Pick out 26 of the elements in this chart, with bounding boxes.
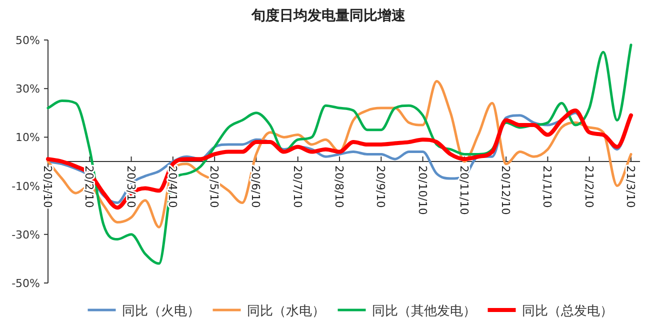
legend-label: 同比（总发电） (522, 304, 613, 319)
x-tick-label: 20/2/10 (82, 166, 96, 208)
y-tick-label: -30% (12, 228, 40, 242)
x-tick-label: 20/5/10 (208, 166, 221, 208)
x-tick-label: 20/10/10 (416, 166, 429, 215)
legend-label: 同比（水电） (246, 304, 325, 319)
x-tick-label: 20/1/10 (41, 166, 54, 208)
x-tick-label: 21/1/10 (540, 166, 554, 208)
x-tick-label: 21/3/10 (624, 166, 637, 208)
x-tick-label: 20/6/10 (249, 166, 262, 208)
x-tick-label: 21/2/10 (582, 166, 596, 208)
y-tick-label: -50% (12, 277, 40, 290)
y-tick-label: -10% (12, 180, 40, 193)
x-tick-label: 20/8/10 (332, 166, 346, 208)
legend-label: 同比（其他发电） (372, 304, 476, 319)
chart-title: 旬度日均发电量同比增速 (250, 7, 406, 24)
x-tick-label: 20/9/10 (374, 166, 388, 208)
x-tick-label: 20/11/10 (457, 166, 470, 215)
y-tick-label: 10% (16, 131, 40, 144)
x-tick-label: 20/12/10 (499, 166, 512, 215)
x-tick-label: 20/4/10 (166, 166, 179, 208)
x-tick-label: 20/7/10 (290, 166, 304, 208)
y-tick-label: 30% (16, 82, 40, 96)
legend-label: 同比（火电） (122, 304, 200, 319)
x-tick-label: 20/3/10 (124, 166, 138, 208)
y-tick-label: 50% (16, 34, 40, 47)
